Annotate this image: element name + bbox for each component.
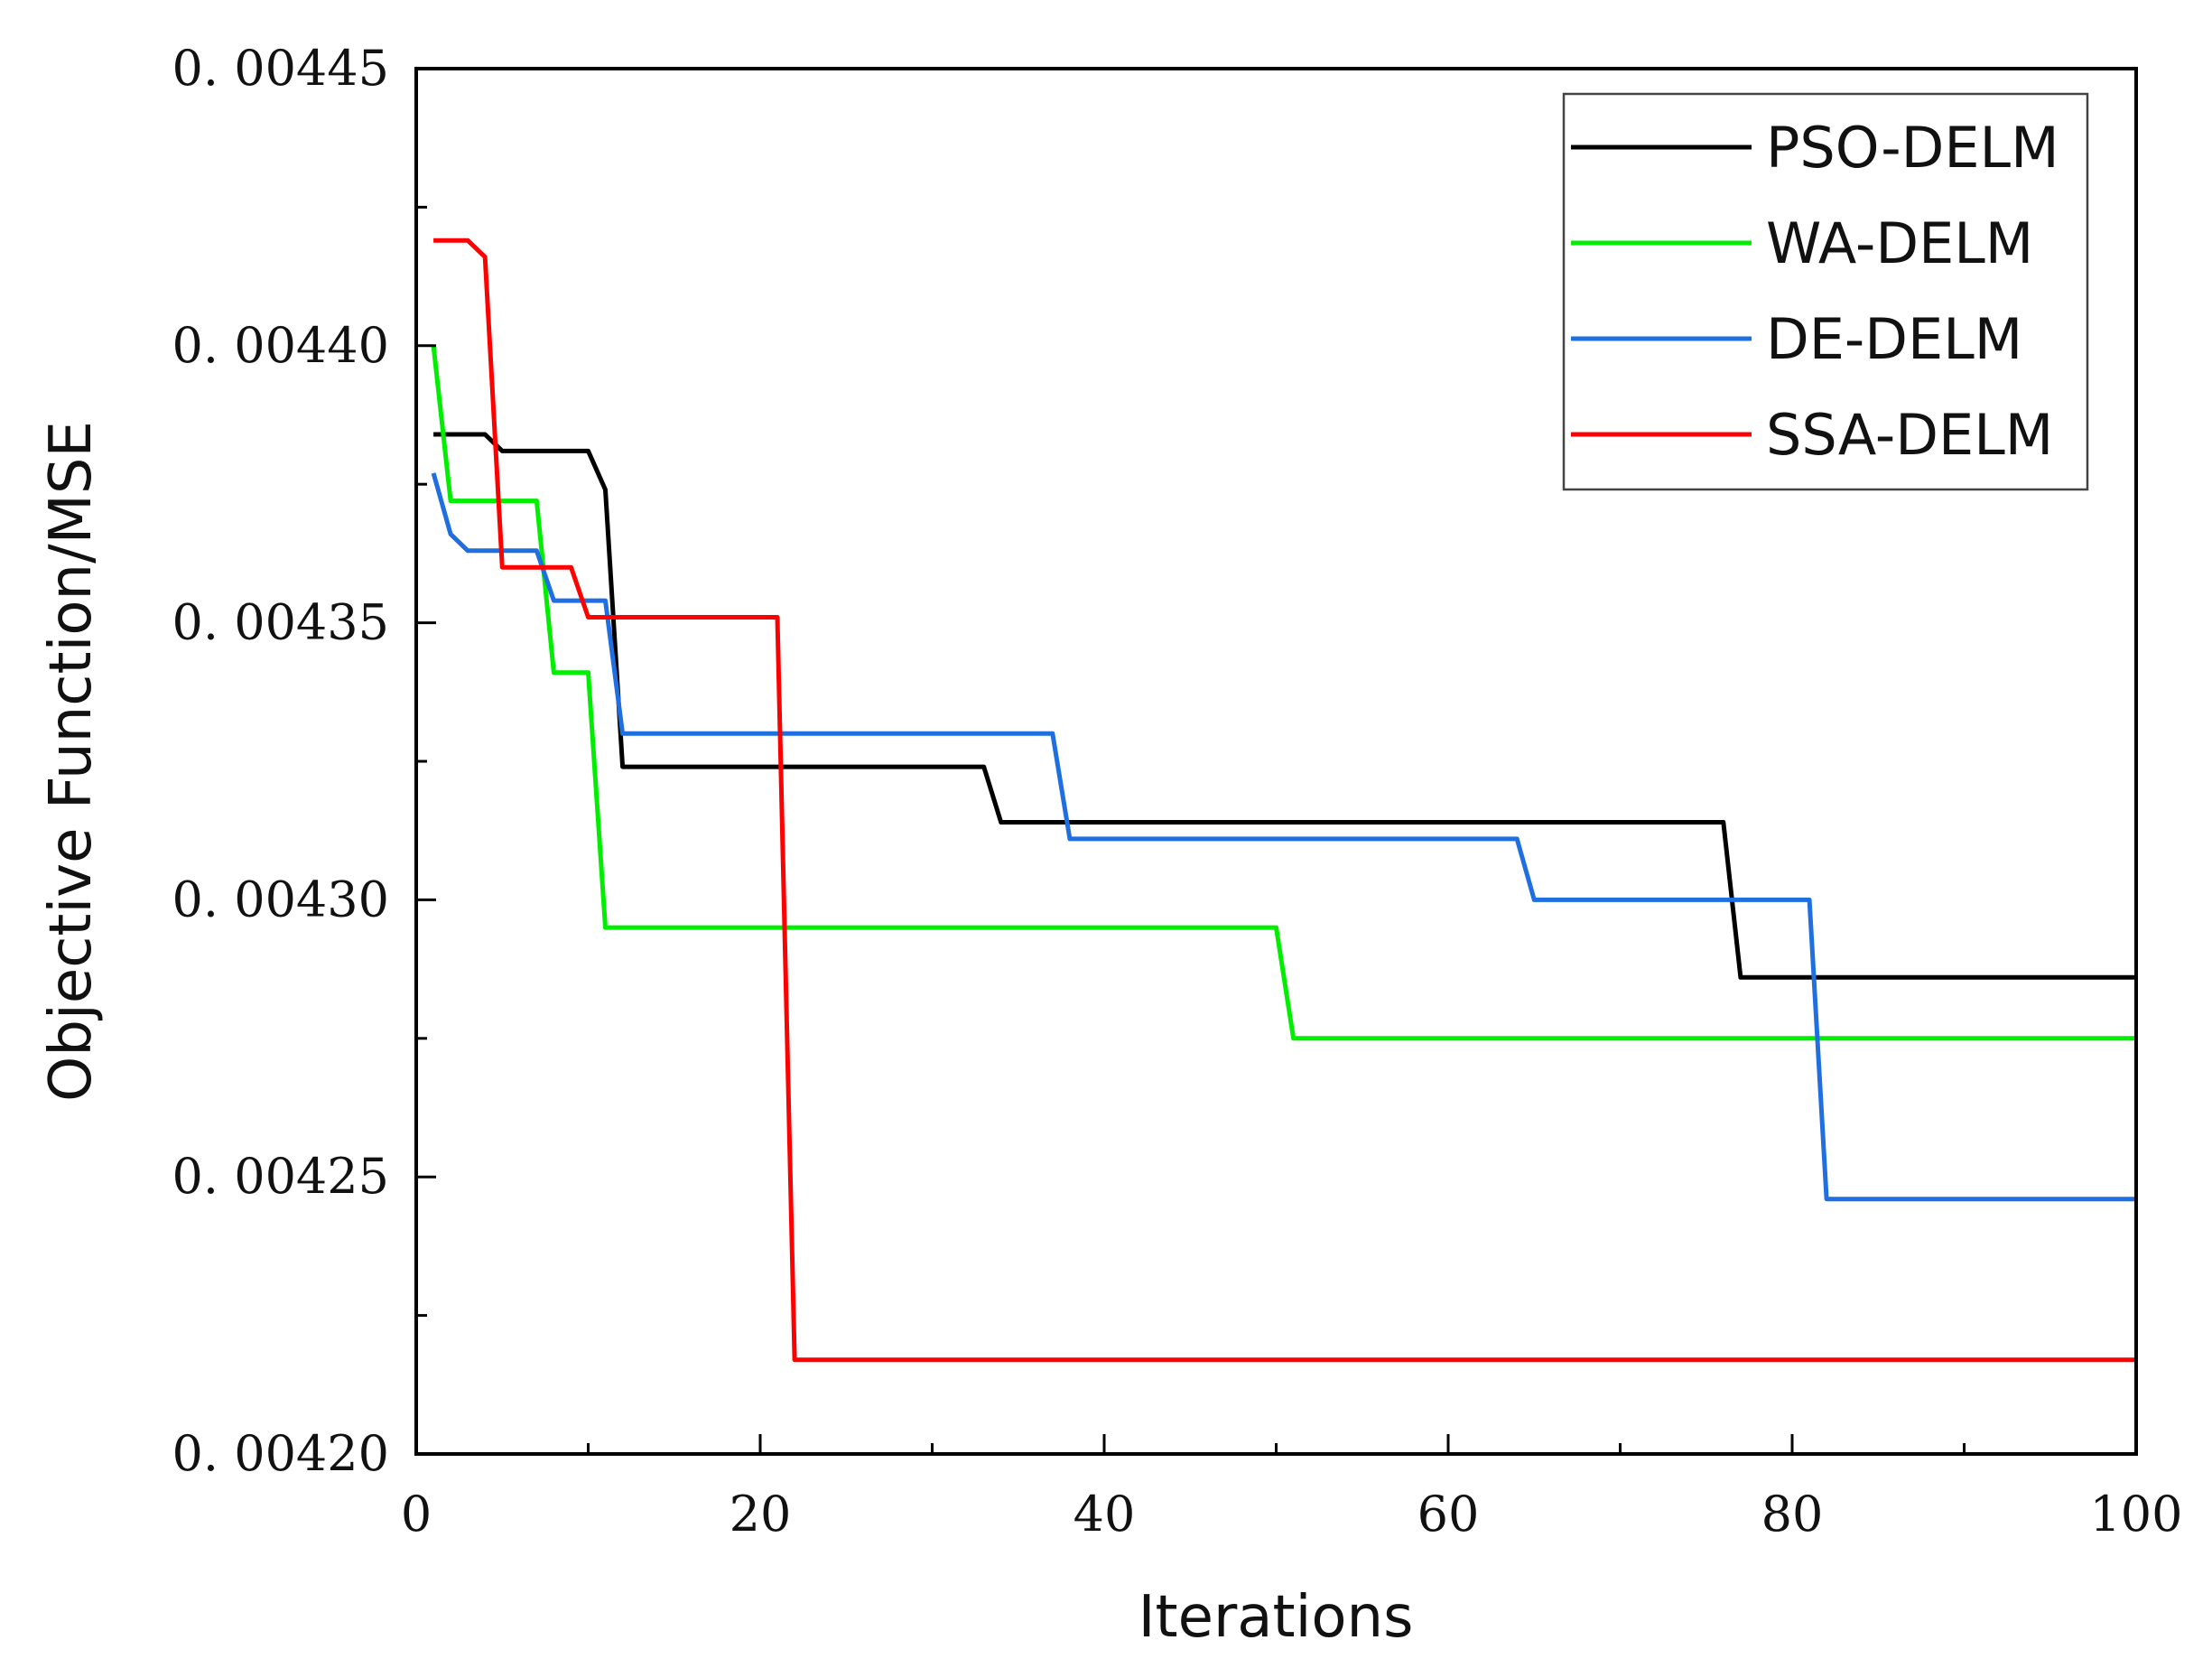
legend-label-pso-delm: PSO-DELM (1766, 115, 2059, 181)
x-tick-label-100: 100 (2089, 1486, 2182, 1542)
legend-box (1562, 92, 2089, 491)
labels-layer: 0 20 40 60 80 100 0. 00420 0. 00425 0. 00430 0. 0… (172, 40, 2183, 1542)
x-tick-label-20: 20 (730, 1486, 792, 1542)
series-layer (431, 238, 2136, 1363)
x-tick-label-0: 0 (401, 1486, 432, 1542)
y-tick-label-3: 0. 00435 (172, 594, 389, 651)
y-tick-label-0: 0. 00420 (172, 1425, 389, 1482)
series-line-de-delm (431, 472, 2136, 1202)
series-line-ssa-delm (433, 238, 2136, 1363)
legend-label-de-delm: DE-DELM (1766, 306, 2022, 372)
x-tick-label-40: 40 (1073, 1486, 1136, 1542)
y-axis-title: Objective Function/MSE (38, 421, 105, 1102)
y-tick-label-4: 0. 00440 (172, 317, 389, 374)
legend-label-wa-delm: WA-DELM (1766, 210, 2033, 276)
x-tick-label-60: 60 (1417, 1486, 1480, 1542)
legend: PSO-DELM WA-DELM DE-DELM SSA-DELM (1562, 92, 2089, 491)
series-line-pso-delm (433, 432, 2136, 980)
y-tick-label-5: 0. 00445 (172, 40, 389, 97)
y-tick-label-2: 0. 00430 (172, 871, 389, 927)
ticks-layer (414, 67, 2138, 1456)
x-axis-title: Iterations (1139, 1584, 1414, 1651)
legend-label-ssa-delm: SSA-DELM (1766, 402, 2053, 468)
series-line-wa-delm (431, 345, 2136, 1041)
y-tick-label-1: 0. 00425 (172, 1148, 389, 1205)
x-tick-label-80: 80 (1761, 1486, 1824, 1542)
